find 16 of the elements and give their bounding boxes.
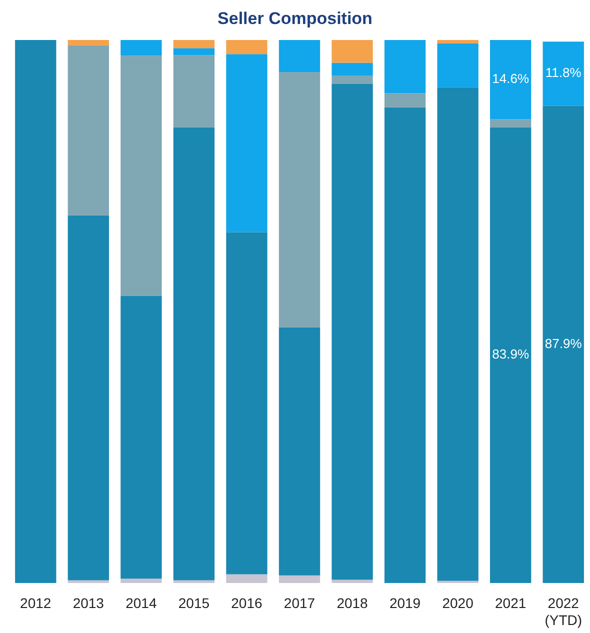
x-tick-label: 2012 bbox=[20, 595, 52, 611]
data-label: 14.6% bbox=[492, 71, 530, 86]
x-tick-label: 2021 bbox=[495, 595, 526, 611]
chart-title: Seller Composition bbox=[218, 9, 372, 28]
x-tick-label: 2020 bbox=[442, 595, 474, 611]
data-label: 11.8% bbox=[545, 65, 582, 80]
data-label: 87.9% bbox=[544, 336, 582, 351]
x-tick-label: 2013 bbox=[72, 595, 104, 611]
data-label: 83.9% bbox=[492, 346, 530, 362]
x-tick-label: 2015 bbox=[178, 595, 210, 611]
x-tick-label: 2014 bbox=[126, 595, 157, 611]
x-tick-label: 2016 bbox=[231, 595, 263, 611]
x-tick-label: 2018 bbox=[336, 595, 368, 611]
x-tick-label: 2022 (YTD) bbox=[544, 595, 582, 628]
x-tick-label: 2019 bbox=[389, 595, 421, 611]
x-tick-label: 2017 bbox=[284, 595, 316, 611]
